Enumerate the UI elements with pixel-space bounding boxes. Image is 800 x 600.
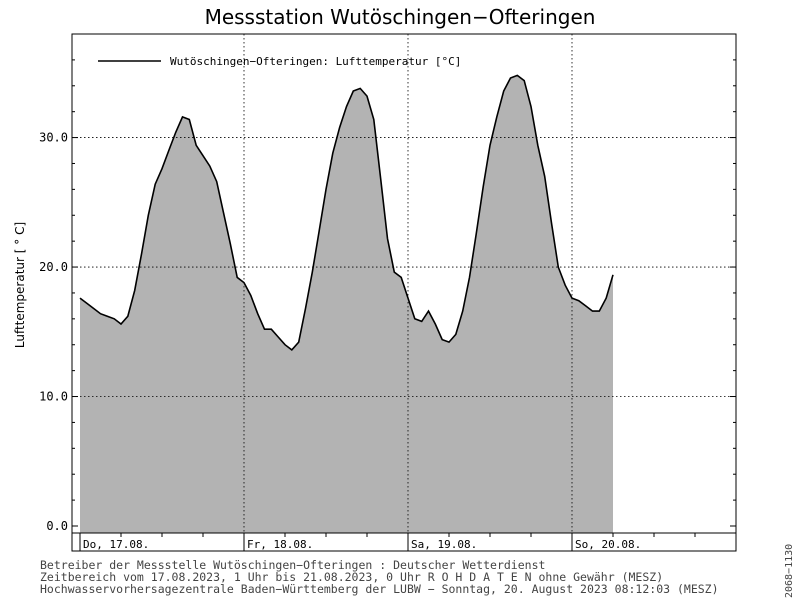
footer-operator: Betreiber der Messstelle Wutöschingen−Of… (40, 558, 545, 572)
y-tick-label: 0.0 (46, 519, 68, 533)
legend-label: Wutöschingen−Ofteringen: Lufttemperatur … (170, 55, 461, 68)
x-tick-label: Sa, 19.08. (411, 538, 477, 551)
chart-title: Messstation Wutöschingen−Ofteringen (205, 5, 596, 29)
x-tick-label: So, 20.08. (575, 538, 641, 551)
y-axis-ticks: 0.0 10.0 20.0 30.0 (39, 59, 736, 533)
footer-agency: Hochwasservorhersagezentrale Baden−Württ… (40, 582, 719, 596)
y-tick-label: 20.0 (39, 260, 68, 274)
y-tick-label: 30.0 (39, 131, 68, 145)
temperature-line (79, 74, 614, 351)
y-tick-label: 10.0 (39, 390, 68, 404)
plot-area (71, 33, 737, 534)
y-axis-label: Lufttemperatur [ ° C] (13, 222, 27, 348)
x-tick-label: Do, 17.08. (83, 538, 149, 551)
footer-time-range: Zeitbereich vom 17.08.2023, 1 Uhr bis 21… (40, 570, 663, 584)
x-axis-ticks: Do, 17.08. Fr, 18.08. Sa, 19.08. So, 20.08. (71, 532, 737, 552)
legend: Wutöschingen−Ofteringen: Lufttemperatur … (98, 55, 461, 68)
temperature-area (80, 75, 613, 534)
x-axis-strip (71, 532, 737, 552)
x-tick-label: Fr, 18.08. (247, 538, 313, 551)
side-id: 2068−1130 (784, 544, 795, 598)
